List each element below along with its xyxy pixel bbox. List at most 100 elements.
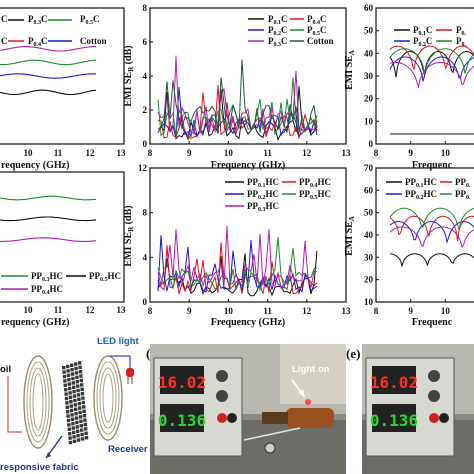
fabric-cell xyxy=(68,395,73,399)
current-readout: 0.136 xyxy=(370,411,418,430)
fabric-cell xyxy=(79,424,83,428)
fabric-cell xyxy=(78,361,82,365)
x-ticks: 8 9 10 xyxy=(374,141,450,158)
legend-item: P0.3C xyxy=(28,14,48,26)
legend-item: P0.1C xyxy=(268,14,288,26)
series-line xyxy=(389,48,474,74)
series-line xyxy=(157,55,318,135)
legend-item: P0. xyxy=(456,25,467,37)
legend-item: PP0. xyxy=(455,189,471,201)
y-ticks: 0 10 20 30 40 50 60 xyxy=(364,3,379,149)
series-lines xyxy=(389,207,474,268)
series-line xyxy=(389,61,474,89)
fabric-cell xyxy=(72,439,77,443)
y-tick-label: 60 xyxy=(364,3,374,13)
fabric-cell xyxy=(72,394,77,398)
legend-item: C xyxy=(1,36,8,46)
fabric-cell xyxy=(70,372,75,376)
legend-item: P0.5C xyxy=(80,14,100,26)
fabric-cell xyxy=(68,436,72,440)
y-tick-label: 60 xyxy=(364,185,374,195)
legend-item: P0.1C xyxy=(413,25,433,37)
x-tick-label: 12 xyxy=(86,148,96,158)
fabric-cell xyxy=(70,408,74,413)
legend-item: Cotton xyxy=(307,36,334,46)
y-tick-label: 0 xyxy=(143,139,148,149)
x-tick-label: 12 xyxy=(86,305,96,315)
series-line xyxy=(389,253,474,268)
fabric-cell xyxy=(70,413,74,417)
chart-b-mid-bottom: PP0.1HC PP0.4HC PP0.2HC PP0.5HC PP0.3HC … xyxy=(123,163,351,328)
x-ticks: 10 11 12 13 xyxy=(24,305,127,315)
series-lines xyxy=(0,46,97,96)
fabric-cell xyxy=(62,374,67,379)
fabric-cell xyxy=(66,369,70,373)
photo-panel-e: (e) 16.02 0.136 xyxy=(346,344,474,474)
plot-frame xyxy=(0,171,125,303)
schematic-panel: oil LED light Receiver coil responsive f… xyxy=(0,336,167,473)
series-line xyxy=(157,59,318,133)
y-tick-label: 50 xyxy=(364,208,374,218)
fabric-cell xyxy=(66,414,70,418)
legend-item: P0.2C xyxy=(413,36,433,48)
fabric-cell xyxy=(78,365,82,369)
fabric-cell xyxy=(79,378,83,383)
fabric-cell xyxy=(72,385,76,389)
fabric-cell xyxy=(66,364,70,369)
fabric-cell xyxy=(73,398,77,403)
receiver-wire xyxy=(110,355,131,372)
fabric-cell xyxy=(71,426,75,430)
fabric-cell xyxy=(77,402,81,406)
y-tick-label: 20 xyxy=(364,275,374,285)
fabric-cell xyxy=(84,431,88,435)
x-tick-label: 13 xyxy=(342,306,352,316)
fabric-cell xyxy=(76,429,80,433)
panel-label: (e) xyxy=(346,346,360,361)
fabric-cell xyxy=(80,392,85,396)
fabric-cell xyxy=(84,436,89,440)
legend-item: P0.4C xyxy=(307,14,327,26)
fabric-cell xyxy=(67,427,71,431)
fabric-cell xyxy=(68,440,73,445)
fabric-cell xyxy=(74,362,78,366)
fabric-cell xyxy=(80,432,84,437)
series-line xyxy=(0,46,96,52)
legend-item: P0. xyxy=(456,36,467,48)
legend-item: PP0.1HC xyxy=(247,177,279,189)
transmitter-coil xyxy=(23,355,53,449)
legend-item: P0.4C xyxy=(28,36,48,48)
current-readout: 0.136 xyxy=(158,411,206,430)
legend-item: PP0.2HC xyxy=(247,189,279,201)
y-tick-label: 50 xyxy=(364,26,374,36)
x-tick-label: 10 xyxy=(224,148,234,158)
fabric-cell xyxy=(69,404,73,408)
plot-frame xyxy=(0,7,125,145)
fabric-cell xyxy=(68,391,72,395)
x-ticks: 10 11 12 13 xyxy=(24,148,127,158)
fabric-cell xyxy=(69,400,73,404)
y-tick-label: 2 xyxy=(143,105,148,115)
fabric-cell xyxy=(63,379,67,383)
fabric-cell xyxy=(82,405,86,409)
legend-item: PP0. xyxy=(455,177,471,189)
y-tick-label: 30 xyxy=(364,252,374,262)
x-axis-label: requency (GHz) xyxy=(1,160,69,171)
series-line xyxy=(157,242,318,295)
fabric-cell xyxy=(78,415,83,419)
voltage-readout: 16.02 xyxy=(370,373,418,392)
x-tick-label: 8 xyxy=(374,148,379,158)
series-line xyxy=(389,45,474,70)
legend-item: PP0.4HC xyxy=(299,177,331,189)
series-lines xyxy=(157,55,318,142)
series-line xyxy=(0,89,97,96)
y-tick-label: 0 xyxy=(143,297,148,307)
series-lines xyxy=(0,195,97,242)
fabric-cell xyxy=(71,422,75,426)
y-axis-label: EMI SER (dB) xyxy=(123,45,135,106)
y-axis-label: EMI SEA xyxy=(344,50,356,90)
legend: P0.1C P0.4C P0.2C P0.5C P0.3C Cotton xyxy=(248,14,334,48)
fabric-cell xyxy=(66,410,70,414)
coil-tube xyxy=(286,408,334,428)
fabric-cell xyxy=(79,419,83,423)
